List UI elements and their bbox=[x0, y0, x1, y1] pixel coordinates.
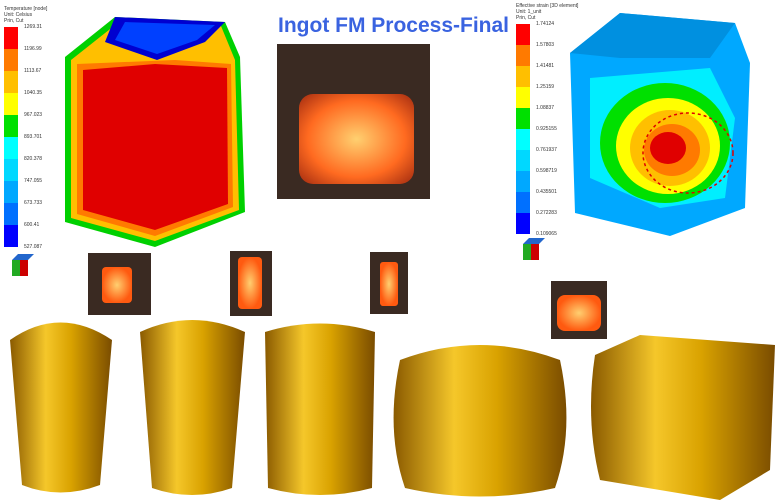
legend-value: 1040.35 bbox=[24, 90, 43, 96]
legend-unit: Unit: 1_unit bbox=[516, 9, 542, 15]
legend-color-band bbox=[4, 49, 18, 71]
axis-triad-icon bbox=[523, 238, 545, 260]
legend-value: 0.435501 bbox=[536, 189, 557, 195]
legend-color-band bbox=[516, 150, 530, 171]
ingot-photo-main bbox=[277, 44, 430, 199]
legend-color-band bbox=[516, 129, 530, 150]
legend-value: 600.41 bbox=[24, 222, 40, 228]
legend-value: 0.598719 bbox=[536, 168, 557, 174]
page-title: Ingot FM Process-Final bbox=[278, 14, 510, 37]
legend-value: 0.272283 bbox=[536, 210, 557, 216]
legend-value: 673.733 bbox=[24, 200, 43, 206]
legend-mode: Prin, Cut bbox=[516, 15, 536, 21]
legend-color-band bbox=[4, 203, 18, 225]
legend-value: 0.925155 bbox=[536, 126, 557, 132]
legend-color-band bbox=[4, 93, 18, 115]
strain-cut-model bbox=[570, 13, 750, 236]
legend-title: Temperature [node] bbox=[4, 6, 48, 12]
legend-value: 1.74124 bbox=[536, 21, 555, 27]
ingot-stages bbox=[10, 320, 775, 500]
legend-value: 0.761937 bbox=[536, 147, 557, 153]
legend-value: 967.023 bbox=[24, 112, 43, 118]
legend-value: 1113.67 bbox=[24, 68, 42, 74]
legend-color-band bbox=[4, 137, 18, 159]
legend-color-band bbox=[4, 225, 18, 247]
legend-value: 1.41481 bbox=[536, 63, 555, 69]
ingot-stage-2 bbox=[140, 320, 245, 495]
legend-color-band bbox=[516, 45, 530, 66]
legend-color-band bbox=[516, 87, 530, 108]
forging-photo-4 bbox=[551, 281, 607, 339]
legend-value: 747.055 bbox=[24, 178, 43, 184]
legend-value: 820.378 bbox=[24, 156, 43, 162]
legend-color-band bbox=[516, 213, 530, 234]
forging-photo-2 bbox=[230, 251, 272, 316]
temperature-legend: Temperature [node] Unit: Celsius Prin, C… bbox=[4, 6, 47, 250]
forging-photo-1 bbox=[88, 253, 151, 315]
legend-color-band bbox=[4, 115, 18, 137]
legend-mode: Prin, Cut bbox=[4, 18, 24, 24]
forging-photo-3 bbox=[370, 252, 408, 314]
legend-title: Effective strain [3D element] bbox=[516, 3, 579, 9]
legend-color-band bbox=[4, 159, 18, 181]
legend-color-band bbox=[4, 71, 18, 93]
ingot-stage-3 bbox=[265, 323, 375, 495]
legend-color-band bbox=[516, 192, 530, 213]
temperature-cut-model bbox=[65, 17, 245, 247]
legend-value: 1.57803 bbox=[536, 42, 555, 48]
legend-value: 893.701 bbox=[24, 134, 43, 140]
legend-value: 1196.99 bbox=[24, 46, 42, 52]
legend-value: 1269.31 bbox=[24, 24, 43, 30]
legend-color-band bbox=[516, 171, 530, 192]
legend-value: 0.109065 bbox=[536, 231, 557, 237]
ingot-stage-4 bbox=[393, 345, 567, 497]
legend-unit: Unit: Celsius bbox=[4, 12, 33, 18]
legend-color-band bbox=[4, 181, 18, 203]
axis-triad-icon bbox=[12, 254, 34, 276]
ingot-stage-5 bbox=[591, 335, 775, 500]
legend-value: 1.08837 bbox=[536, 105, 555, 111]
legend-header: Temperature [node] Unit: Celsius Prin, C… bbox=[4, 6, 47, 24]
legend-header: Effective strain [3D element] Unit: 1_un… bbox=[516, 3, 578, 21]
legend-color-band bbox=[516, 108, 530, 129]
legend-color-band bbox=[516, 24, 530, 45]
ingot-stage-1 bbox=[10, 322, 112, 493]
legend-color-band bbox=[516, 66, 530, 87]
strain-legend: Effective strain [3D element] Unit: 1_un… bbox=[516, 3, 578, 237]
legend-value: 1.25159 bbox=[536, 84, 555, 90]
legend-value: 527.087 bbox=[24, 244, 43, 250]
legend-color-band bbox=[4, 27, 18, 49]
